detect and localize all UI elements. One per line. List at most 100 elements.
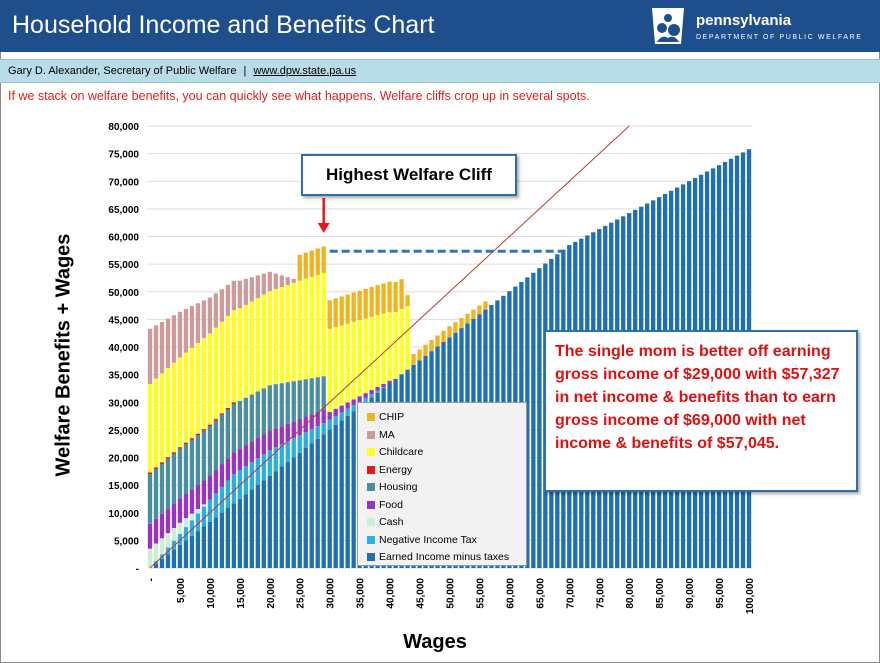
- bar-negtax: [189, 520, 195, 536]
- bar-energy: [183, 442, 189, 445]
- bar-food: [189, 489, 195, 514]
- bar-chip: [363, 288, 368, 319]
- bar-chip: [429, 340, 434, 352]
- bar-childcare: [273, 289, 278, 385]
- bar-childcare: [345, 323, 350, 403]
- y-tick-label: 75,000: [108, 150, 139, 161]
- bar-childcare: [159, 373, 165, 463]
- y-tick-label: -: [136, 564, 139, 575]
- bar-food: [297, 418, 302, 436]
- bar-negtax: [369, 394, 374, 398]
- bar-food: [315, 411, 320, 427]
- y-tick-label: 5,000: [114, 536, 139, 547]
- bar-food: [201, 480, 207, 505]
- bar-cash: [177, 522, 183, 534]
- bar-negtax: [231, 474, 237, 504]
- y-tick-label: 40,000: [108, 343, 139, 354]
- bar-earned: [531, 272, 536, 568]
- y-tick-label: 25,000: [108, 426, 139, 437]
- keystone-logo-icon: [652, 8, 684, 44]
- bar-cash: [201, 504, 207, 507]
- legend-item: Cash: [367, 516, 404, 530]
- bar-energy: [201, 429, 207, 431]
- bar-ma: [183, 308, 189, 353]
- x-tick-label: 40,000: [386, 578, 397, 609]
- bar-earned: [291, 457, 296, 568]
- bar-food: [375, 386, 380, 391]
- legend-swatch: [367, 465, 375, 474]
- bar-housing: [285, 382, 290, 424]
- bar-earned: [327, 429, 332, 568]
- bar-childcare: [153, 378, 159, 468]
- y-tick-label: 20,000: [108, 454, 139, 465]
- bar-ma: [291, 278, 296, 283]
- bar-food: [321, 409, 326, 424]
- bar-earned: [279, 466, 284, 568]
- bar-earned: [267, 475, 272, 568]
- y-tick-label: 10,000: [108, 509, 139, 520]
- legend-item: Food: [367, 499, 403, 513]
- bar-food: [285, 423, 290, 442]
- bar-food: [381, 383, 386, 388]
- bar-ma: [261, 273, 266, 295]
- bar-childcare: [195, 343, 201, 434]
- website-link[interactable]: www.dpw.state.pa.us: [253, 65, 357, 77]
- logo-department: DEPARTMENT OF PUBLIC WELFARE: [696, 34, 863, 41]
- bar-negtax: [261, 454, 266, 481]
- bar-chip: [453, 322, 458, 333]
- x-tick-label: 65,000: [535, 578, 546, 609]
- bar-housing: [321, 376, 326, 410]
- bar-chip: [447, 326, 452, 338]
- bar-ma: [243, 278, 248, 305]
- bar-energy: [213, 419, 219, 421]
- bar-negtax: [273, 447, 278, 472]
- y-tick-label: 70,000: [108, 177, 139, 188]
- bar-negtax: [213, 493, 219, 518]
- bar-ma: [231, 280, 237, 311]
- bar-ma: [195, 303, 201, 344]
- bar-housing: [267, 385, 272, 431]
- subheader-bar: Gary D. Alexander, Secretary of Public W…: [0, 59, 880, 83]
- x-tick-label: 30,000: [326, 578, 337, 609]
- bar-ma: [159, 321, 165, 374]
- bar-ma: [153, 325, 159, 379]
- bar-housing: [147, 474, 153, 524]
- bar-childcare: [339, 325, 344, 406]
- bar-housing: [165, 458, 171, 509]
- bar-earned: [273, 471, 278, 568]
- bar-chip: [435, 335, 440, 347]
- bar-food: [291, 421, 296, 439]
- bar-negtax: [315, 426, 320, 439]
- x-tick-label: 25,000: [296, 578, 307, 609]
- bar-negtax: [333, 415, 338, 425]
- bar-ma: [255, 275, 260, 299]
- bar-earned: [213, 517, 219, 568]
- bar-energy: [147, 472, 153, 475]
- bar-ma: [165, 318, 171, 369]
- cliff-annotation-text: Highest Welfare Cliff: [326, 165, 492, 184]
- bar-earned: [225, 508, 231, 568]
- bar-earned: [249, 489, 254, 568]
- x-tick-label: 50,000: [446, 578, 457, 609]
- bar-food: [231, 452, 237, 475]
- bar-chip: [369, 286, 374, 317]
- bar-food: [153, 518, 159, 544]
- bar-childcare: [207, 333, 213, 425]
- bar-childcare: [237, 308, 242, 401]
- bar-negtax: [339, 412, 344, 421]
- bar-childcare: [225, 315, 231, 408]
- bar-cash: [165, 533, 171, 548]
- bar-childcare: [183, 352, 189, 443]
- bar-chip: [471, 309, 476, 319]
- bar-food: [237, 448, 242, 471]
- bar-earned: [189, 535, 195, 568]
- y-tick-label: 45,000: [108, 315, 139, 326]
- bar-energy: [219, 413, 225, 416]
- bar-childcare: [171, 362, 177, 453]
- bar-energy: [165, 457, 171, 459]
- bar-food: [219, 464, 225, 487]
- bar-childcare: [399, 309, 404, 375]
- x-tick-label: 60,000: [505, 578, 516, 609]
- callout-box: The single mom is better off earning gro…: [544, 330, 858, 492]
- bar-food: [147, 523, 153, 549]
